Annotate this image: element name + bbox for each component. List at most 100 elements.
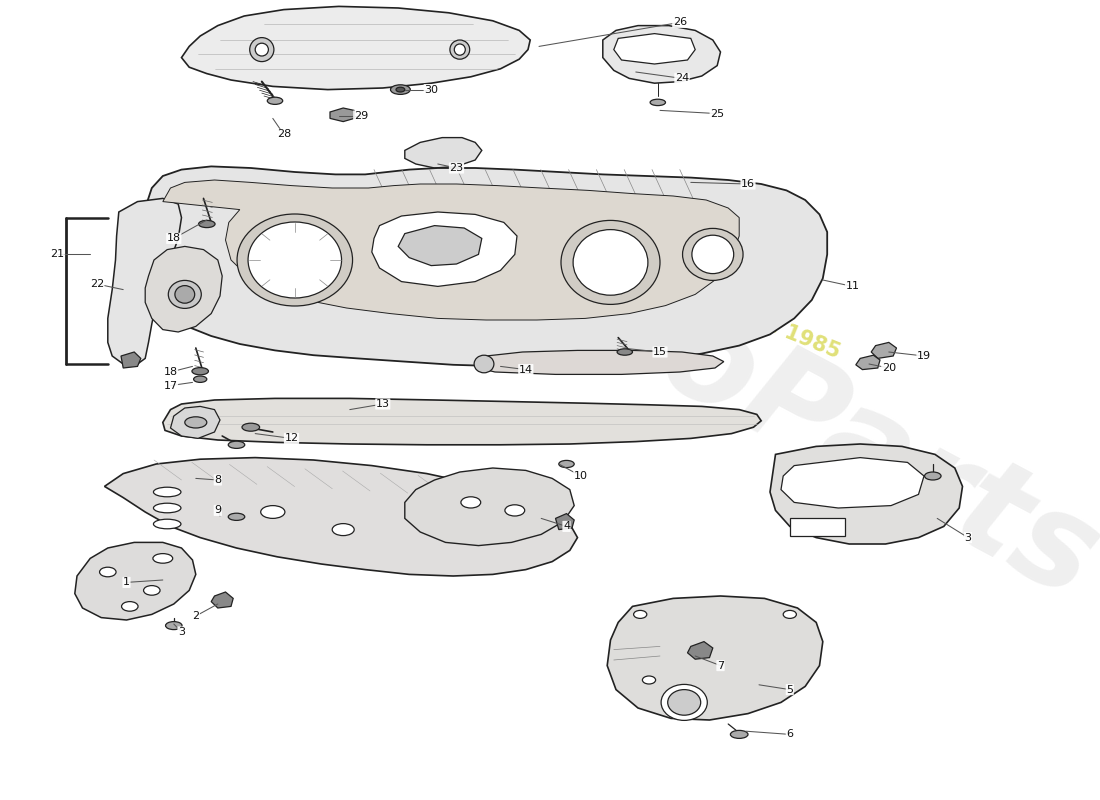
Text: 9: 9 [214, 506, 221, 515]
Text: 30: 30 [425, 85, 438, 94]
Polygon shape [607, 596, 823, 720]
Polygon shape [163, 398, 761, 445]
Ellipse shape [242, 423, 260, 431]
Polygon shape [405, 468, 574, 546]
Text: 13: 13 [376, 399, 389, 409]
Polygon shape [104, 458, 578, 576]
Text: 11: 11 [846, 282, 859, 291]
Polygon shape [211, 592, 233, 608]
Ellipse shape [153, 503, 180, 513]
Text: 25: 25 [711, 109, 724, 118]
Ellipse shape [390, 85, 410, 94]
Ellipse shape [229, 514, 244, 521]
Polygon shape [372, 212, 517, 286]
Text: 3: 3 [965, 533, 971, 542]
Ellipse shape [650, 99, 666, 106]
Text: 15: 15 [653, 347, 667, 357]
Ellipse shape [561, 221, 660, 305]
Ellipse shape [153, 554, 173, 563]
Ellipse shape [143, 586, 161, 595]
Text: 19: 19 [917, 351, 931, 361]
Text: 26: 26 [673, 18, 686, 27]
Polygon shape [614, 34, 695, 64]
Polygon shape [182, 6, 530, 90]
Ellipse shape [642, 676, 656, 684]
Polygon shape [770, 444, 962, 544]
Ellipse shape [682, 229, 744, 280]
Ellipse shape [153, 487, 180, 497]
Ellipse shape [505, 505, 525, 516]
Ellipse shape [559, 460, 574, 467]
Text: 12: 12 [285, 434, 298, 443]
Text: 18: 18 [164, 367, 177, 377]
Ellipse shape [924, 472, 940, 480]
Text: 1: 1 [123, 578, 130, 587]
Text: 24: 24 [675, 74, 689, 83]
Polygon shape [603, 26, 720, 83]
Ellipse shape [461, 497, 481, 508]
Text: 16: 16 [741, 179, 755, 189]
Text: 17: 17 [164, 381, 177, 390]
Polygon shape [75, 542, 196, 620]
Text: 14: 14 [519, 365, 532, 374]
Polygon shape [143, 166, 827, 366]
Ellipse shape [634, 610, 647, 618]
Ellipse shape [175, 286, 195, 303]
Text: 20: 20 [882, 363, 895, 373]
Text: 3: 3 [178, 627, 185, 637]
Polygon shape [856, 355, 880, 370]
Ellipse shape [617, 349, 632, 355]
Polygon shape [398, 226, 482, 266]
Text: 5: 5 [786, 685, 793, 694]
Ellipse shape [99, 567, 117, 577]
Polygon shape [121, 352, 141, 368]
Polygon shape [108, 198, 182, 364]
Ellipse shape [474, 355, 494, 373]
Ellipse shape [267, 97, 283, 104]
Text: 2: 2 [192, 611, 199, 621]
Text: 6: 6 [786, 730, 793, 739]
Polygon shape [871, 342, 896, 358]
Text: 28: 28 [277, 130, 290, 139]
Text: a passion for Porsche since 1985: a passion for Porsche since 1985 [476, 198, 844, 362]
Ellipse shape [250, 38, 274, 62]
Ellipse shape [249, 222, 341, 298]
Polygon shape [478, 350, 724, 374]
Ellipse shape [454, 44, 465, 55]
Ellipse shape [668, 690, 701, 715]
Ellipse shape [194, 376, 207, 382]
Ellipse shape [692, 235, 734, 274]
Ellipse shape [191, 368, 209, 374]
Text: 29: 29 [354, 111, 367, 121]
Ellipse shape [238, 214, 352, 306]
Polygon shape [170, 406, 220, 438]
Bar [790, 518, 845, 536]
Polygon shape [781, 458, 924, 508]
Ellipse shape [730, 730, 748, 738]
Text: 8: 8 [214, 475, 221, 485]
Ellipse shape [261, 506, 285, 518]
Text: 23: 23 [450, 163, 463, 173]
Text: 18: 18 [167, 234, 180, 243]
Text: 4: 4 [563, 522, 570, 531]
Text: 22: 22 [90, 279, 103, 289]
Text: 10: 10 [574, 471, 587, 481]
Ellipse shape [168, 280, 201, 309]
Polygon shape [688, 642, 713, 659]
Ellipse shape [396, 87, 405, 92]
Text: 7: 7 [717, 661, 724, 670]
Ellipse shape [783, 610, 796, 618]
Polygon shape [556, 514, 574, 530]
Ellipse shape [185, 417, 207, 428]
Polygon shape [145, 246, 222, 332]
Ellipse shape [121, 602, 138, 611]
Ellipse shape [450, 40, 470, 59]
Polygon shape [330, 108, 354, 122]
Ellipse shape [166, 622, 183, 630]
Ellipse shape [332, 524, 354, 536]
Ellipse shape [255, 43, 268, 56]
Ellipse shape [229, 442, 244, 449]
Text: euroParts: euroParts [421, 174, 1100, 626]
Ellipse shape [661, 684, 707, 720]
Polygon shape [405, 138, 482, 168]
